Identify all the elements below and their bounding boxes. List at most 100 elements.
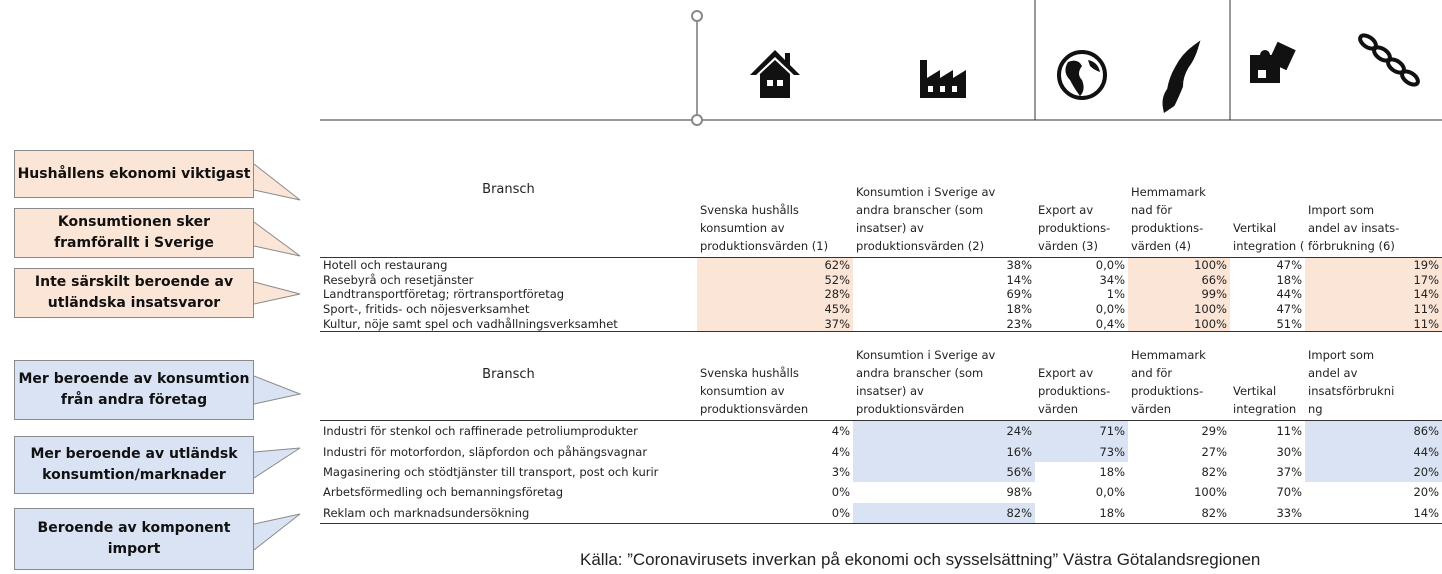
value-cell: 4% (831, 444, 850, 459)
row-label: Resebyrå och resetjänster (323, 272, 474, 287)
value-cell: 11% (1276, 424, 1302, 439)
header-line: Konsumtion i Sverige av (856, 348, 996, 362)
icon-dividers (320, 0, 1442, 121)
column-header: Konsumtion i Sverige av andra branscher (… (853, 124, 1035, 257)
column-header: Bransch (320, 124, 697, 257)
column-header: Svenska hushålls konsumtion av produktions… (697, 331, 853, 420)
value-cell: 16% (853, 441, 1035, 462)
row-label: Arbetsförmedling och bemanningsföretag (323, 485, 564, 500)
value-cell: 38% (1006, 258, 1032, 273)
value-cell: 56% (853, 461, 1035, 483)
value-cell: 62% (697, 258, 853, 273)
header-line: Import som (1308, 348, 1375, 362)
value-cell: 37% (697, 316, 853, 331)
value-cell: 100% (1128, 258, 1230, 273)
source-note: Källa: ”Coronavirusets inverkan på ekono… (580, 550, 1261, 569)
value-cell: 34% (1099, 272, 1125, 287)
header-line: Konsumtion i Sverige av (856, 185, 996, 199)
rule (320, 523, 1442, 524)
value-cell: 18% (1099, 505, 1125, 520)
puzzle-icon (1250, 41, 1296, 83)
value-cell: 24% (853, 421, 1035, 442)
row-label: Industri för motorfordon, släpfordon och… (323, 444, 648, 459)
value-cell: 66% (1128, 272, 1230, 288)
callout: Beroende av komponent import (14, 508, 254, 570)
value-cell: 27% (1201, 444, 1227, 459)
value-cell: 14% (1006, 272, 1032, 287)
row-label: Industri för stenkol och raffinerade pet… (323, 424, 638, 439)
value-cell: 82% (1201, 464, 1227, 479)
value-cell: 11% (1305, 301, 1442, 317)
value-cell: 14% (1305, 287, 1442, 302)
value-cell: 0,0% (1095, 485, 1125, 500)
row-label: Kultur, nöje samt spel och vadhållningsv… (323, 316, 618, 331)
callout: Inte särskilt beroende av utländska insa… (14, 268, 254, 318)
header-line: produktions- (1131, 384, 1204, 398)
column-header: Konsumtion i Sverige av andra branscher (… (853, 331, 1035, 420)
row-label: Landtransportföretag; rörtransportföreta… (323, 287, 565, 302)
rule (320, 331, 1442, 332)
handle (691, 10, 703, 22)
header-line: Svenska hushålls (700, 203, 799, 217)
chain-icon (1358, 33, 1420, 87)
value-cell: 0,4% (1095, 316, 1125, 331)
row-label: Reklam och marknadsundersökning (323, 505, 530, 520)
callout: Konsumtionen sker framförallt i Sverige (14, 208, 254, 258)
column-header: Hemmamark and för produktions-värden (1128, 331, 1230, 420)
row-label: Sport-, fritids- och nöjesverksamhet (323, 302, 530, 317)
value-cell: 0,0% (1095, 258, 1125, 273)
column-header: Svenska hushålls konsumtion av produktions… (697, 124, 853, 257)
value-cell: 44% (1305, 441, 1442, 462)
value-cell: 100% (1128, 316, 1230, 331)
header-line: andel av (1308, 366, 1358, 380)
value-cell: 82% (853, 502, 1035, 523)
value-cell: 44% (1276, 287, 1302, 302)
callout: Hushållens ekonomi viktigast (14, 150, 254, 198)
value-cell: 14% (1413, 505, 1439, 520)
header-line: andra branscher (som (856, 203, 984, 217)
globe-icon (1057, 50, 1107, 100)
value-cell: 23% (1006, 316, 1032, 331)
value-cell: 100% (1194, 485, 1227, 500)
header-line: Hemmamark (1131, 348, 1206, 362)
header-line: insatser) av (856, 384, 924, 398)
value-cell: 0,0% (1095, 302, 1125, 317)
value-cell: 18% (1099, 464, 1125, 479)
header-line: produktionsvärden (700, 402, 809, 416)
handle (691, 114, 703, 126)
header-line: Svenska hushålls (700, 366, 799, 380)
header-line: produktions- (1038, 384, 1111, 398)
value-cell: 47% (1276, 258, 1302, 273)
value-cell: 47% (1276, 302, 1302, 317)
value-cell: 52% (697, 272, 853, 288)
header-line: Vertikal (1233, 221, 1277, 235)
header-line: ng (1308, 402, 1323, 416)
header-line: Hemmamark (1131, 185, 1206, 199)
header-line: värden (3) (1038, 239, 1098, 253)
header-line: nad för (1131, 203, 1173, 217)
value-cell: 3% (831, 464, 850, 479)
value-cell: 82% (1201, 505, 1227, 520)
value-cell: 11% (1305, 316, 1442, 331)
callout: Mer beroende av konsumtion från andra fö… (14, 360, 254, 420)
header-line: produktionsvärden (856, 402, 965, 416)
callout-tails (253, 163, 302, 551)
value-cell: 20% (1305, 461, 1442, 483)
column-header: Import som andel av insatsförbrukni ng (1305, 331, 1442, 420)
header-line: värden (1038, 402, 1079, 416)
column-header: Import som andel av insats-förbrukning (6… (1305, 124, 1442, 257)
column-header: Export av produktions-värden (3) (1035, 124, 1128, 257)
value-cell: 69% (1006, 287, 1032, 302)
value-cell: 18% (1276, 272, 1302, 287)
value-cell: 45% (697, 301, 853, 317)
value-cell: 0% (831, 505, 850, 520)
value-cell: 30% (1276, 444, 1302, 459)
header-line: konsumtion av (700, 384, 785, 398)
rule (320, 420, 1442, 421)
value-cell: 4% (831, 424, 850, 439)
column-header: Bransch (320, 331, 697, 420)
header-line: andel av insats- (1308, 221, 1400, 235)
value-cell: 73% (1035, 441, 1128, 462)
